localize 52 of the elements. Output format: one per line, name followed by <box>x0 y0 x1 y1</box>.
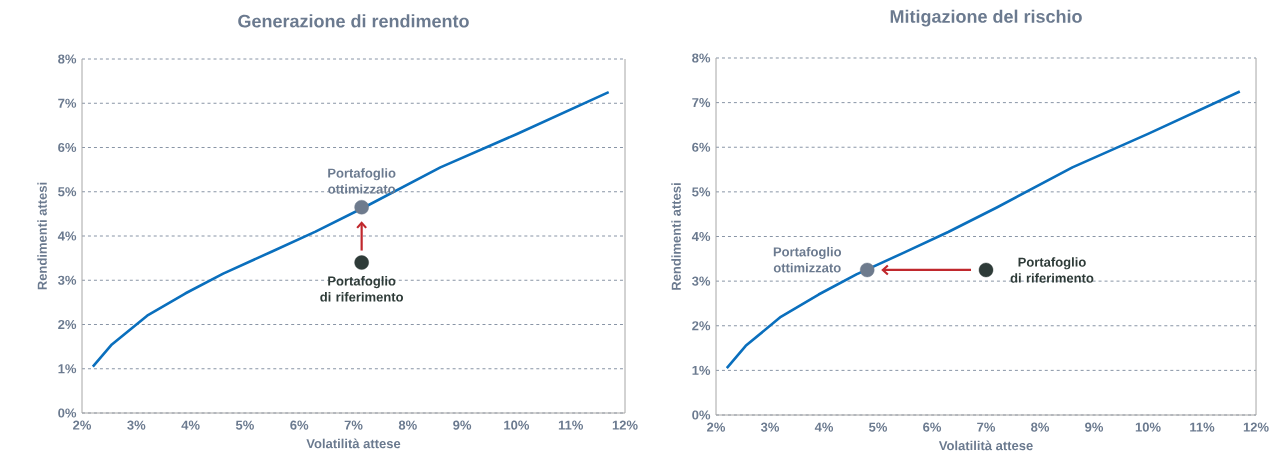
y-axis-title: Rendimenti attesi <box>671 183 681 290</box>
y-tick-label: 3% <box>692 276 711 286</box>
x-tick-label: 12% <box>612 420 638 430</box>
x-tick-label: 6% <box>290 420 309 430</box>
y-tick-label: 1% <box>58 364 77 374</box>
line-series <box>91 90 611 368</box>
x-tick-label: 11% <box>558 420 584 430</box>
series-label: Portafoglio ottimizzato <box>773 246 842 273</box>
y-tick-label: 0% <box>58 408 77 418</box>
x-tick-label: 4% <box>814 422 834 432</box>
x-axis-title: Volatilità attese <box>938 440 1033 451</box>
x-tick-label: 5% <box>235 420 254 430</box>
y-tick-label: 6% <box>692 142 711 152</box>
x-tick-label: 3% <box>760 422 780 432</box>
x-tick-label: 12% <box>1243 422 1269 432</box>
series-label: Portafoglio ottimizzato <box>328 168 396 194</box>
x-tick-label: 8% <box>398 420 417 430</box>
x-tick-label: 2% <box>73 420 92 430</box>
series-label: Portafoglio di riferimento <box>320 276 404 302</box>
x-tick-label: 7% <box>344 420 363 430</box>
y-axis-title: Rendimenti attesi <box>37 182 47 290</box>
x-tick-label: 5% <box>869 422 888 432</box>
line-series <box>725 90 1242 370</box>
x-tick-label: 11% <box>1190 422 1215 432</box>
y-tick-label: 7% <box>58 98 77 108</box>
x-tick-label: 3% <box>127 420 146 430</box>
y-tick-label: 4% <box>691 231 711 242</box>
y-tick-label: 6% <box>58 142 77 153</box>
x-tick-label: 8% <box>1031 422 1050 432</box>
x-axis-title: Volatilità attese <box>306 438 401 449</box>
x-tick-label: 10% <box>1135 422 1161 432</box>
y-tick-label: 5% <box>58 187 77 197</box>
x-tick-label: 9% <box>1085 422 1104 432</box>
y-tick-label: 7% <box>692 98 711 108</box>
chart-title: Mitigazione del rischio <box>890 9 1082 27</box>
y-tick-label: 8% <box>692 53 711 63</box>
x-tick-label: 9% <box>453 420 472 430</box>
y-tick-label: 2% <box>58 319 77 330</box>
x-tick-label: 7% <box>977 422 996 432</box>
x-tick-label: 10% <box>504 420 530 430</box>
y-tick-label: 2% <box>692 321 711 331</box>
y-tick-label: 1% <box>692 365 711 375</box>
y-tick-label: 3% <box>57 275 77 285</box>
y-tick-label: 5% <box>692 187 711 197</box>
y-tick-label: 0% <box>692 410 711 420</box>
series-label: Portafoglio di riferimento <box>1010 257 1094 283</box>
y-tick-label: 8% <box>58 54 77 64</box>
y-tick-label: 4% <box>57 231 77 241</box>
chart-title: Generazione di rendimento <box>238 14 469 28</box>
x-tick-label: 2% <box>707 422 726 432</box>
x-tick-label: 4% <box>181 420 200 430</box>
x-tick-label: 6% <box>923 422 942 432</box>
